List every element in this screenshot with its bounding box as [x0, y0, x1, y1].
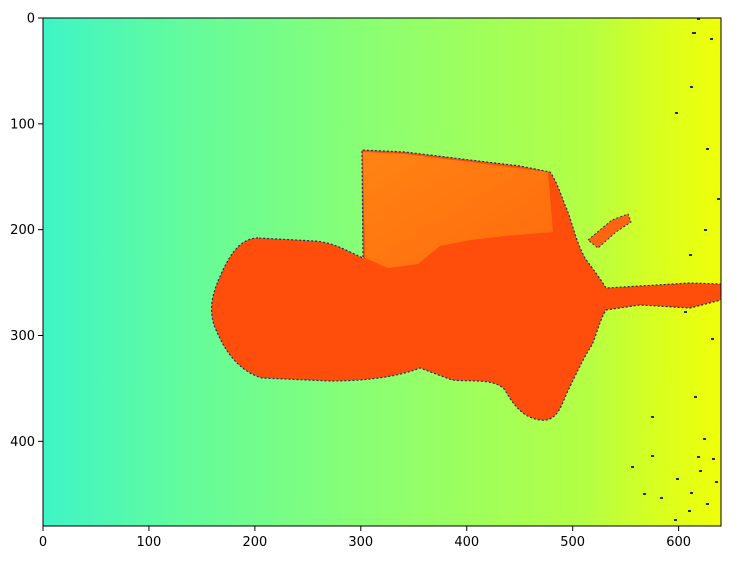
x-tick-label: 400	[454, 535, 479, 550]
edge-noise	[631, 18, 720, 521]
x-axis: 0 100 200 300 400 500 600	[39, 526, 691, 550]
y-tick-label: 100	[10, 117, 35, 132]
y-tick-label: 0	[27, 12, 35, 27]
y-tick-label: 200	[10, 223, 35, 238]
object-body	[210, 149, 721, 421]
y-axis: 0 100 200 300 400	[10, 12, 43, 450]
object-top-block	[363, 152, 553, 268]
x-tick-label: 200	[242, 535, 267, 550]
y-tick-label: 300	[10, 329, 35, 344]
plot-frame	[42, 17, 722, 527]
x-tick-label: 500	[560, 535, 585, 550]
x-tick-label: 600	[666, 535, 691, 550]
y-tick-label: 400	[10, 435, 35, 450]
x-tick-label: 100	[137, 535, 162, 550]
heatmap-image	[43, 18, 721, 526]
object-branch	[587, 213, 632, 249]
x-tick-label: 300	[348, 535, 373, 550]
x-tick-label: 0	[39, 535, 47, 550]
